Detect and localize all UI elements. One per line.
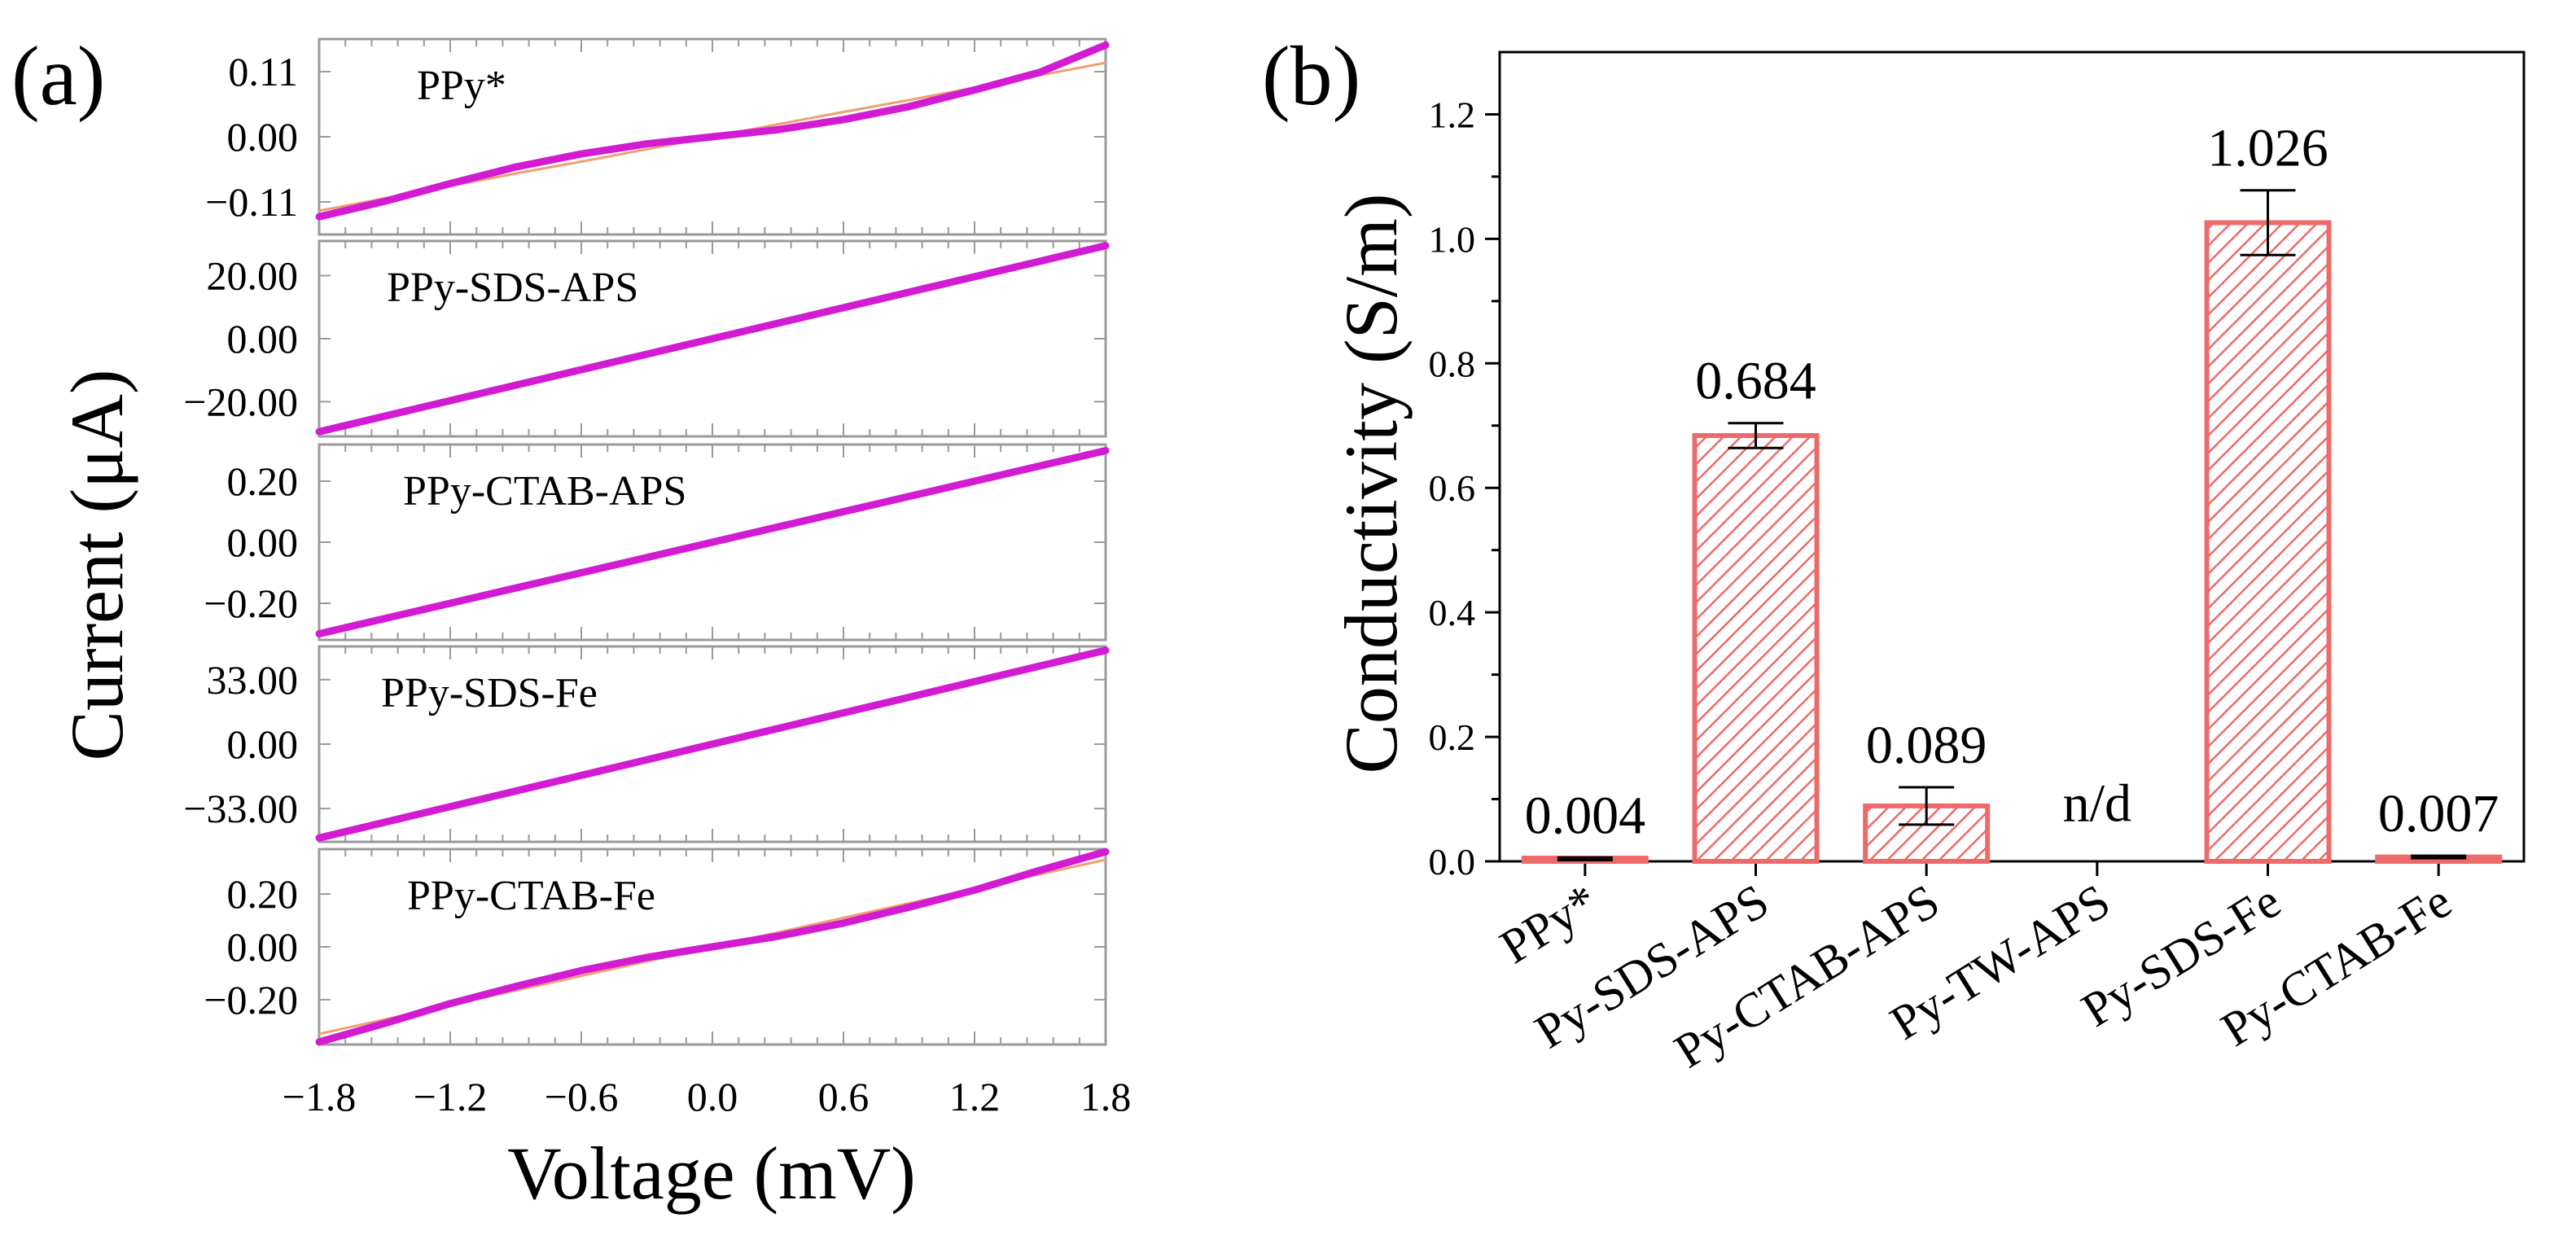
a-y-tick-label: 20.00 — [207, 253, 299, 299]
a-sample-label: PPy-CTAB-Fe — [407, 873, 655, 919]
a-y-tick-label: −33.00 — [183, 786, 298, 831]
a-subplots: 0.11 0.00 −0.11 PPy* 20.00 0.00 −20.00 PPy-SDS-… — [183, 37, 1110, 1046]
b-y-tick-label: 0.6 — [1429, 467, 1476, 509]
b-plot-frame — [1498, 50, 2526, 863]
a-x-axis-title: Voltage (mV) — [507, 1132, 916, 1215]
a-y-tick-label: 0.00 — [227, 316, 299, 361]
panel-a-iv-curves: (a) 0.11 0.00 −0.11 PPy* 20.00 0.00 −20.00 PPy-… — [11, 29, 1131, 1215]
panel-a-tag: (a) — [11, 29, 105, 123]
a-subplot-3: 0.20 0.00 −0.20 PPy-CTAB-APS — [204, 443, 1110, 642]
b-y-tick-label: 1.2 — [1429, 94, 1476, 135]
a-y-axis-title: Current (μA) — [55, 369, 138, 760]
a-x-tick-label: 0.0 — [687, 1074, 738, 1119]
a-subplot-2: 20.00 0.00 −20.00 PPy-SDS-APS — [183, 239, 1110, 438]
a-y-tick-label: −0.20 — [204, 977, 298, 1023]
a-subplot-4: 33.00 0.00 −33.00 PPy-SDS-Fe — [183, 645, 1110, 843]
a-x-tick-label: −0.6 — [545, 1074, 619, 1119]
a-y-tick-label: 0.00 — [227, 114, 299, 160]
a-x-tick-label: 1.2 — [949, 1074, 1001, 1119]
b-value-label: 0.684 — [1695, 352, 1816, 411]
a-x-tick-label: −1.8 — [283, 1074, 357, 1119]
a-sample-label: PPy* — [417, 63, 506, 109]
a-x-tick-label: 0.6 — [818, 1074, 870, 1119]
a-y-tick-label: 0.00 — [227, 519, 299, 565]
a-iv-curve — [315, 848, 1110, 1046]
panel-b-tag: (b) — [1262, 29, 1360, 123]
a-sample-label: PPy-CTAB-APS — [403, 468, 686, 515]
a-iv-curve — [315, 447, 1110, 637]
a-y-tick-label: −0.20 — [204, 580, 298, 626]
b-value-label: 0.004 — [1525, 786, 1646, 845]
a-sample-label: PPy-SDS-APS — [387, 265, 638, 311]
a-y-tick-label: 0.20 — [227, 871, 299, 917]
panel-b-conductivity: (b) 0.0 0.2 0.4 0.6 0.8 1.0 1.2 0.004 PPy* 0.684… — [1262, 29, 2526, 1079]
a-iv-curve — [315, 41, 1110, 221]
b-labels: 0.004PPy*0.684Py-SDS-APS0.089Py-CTAB-APS… — [1491, 119, 2499, 1079]
b-value-label: 0.089 — [1866, 716, 1987, 775]
a-sample-label: PPy-SDS-Fe — [381, 670, 598, 716]
a-x-ticks: −1.8 −1.2 −0.6 0.0 0.6 1.2 1.8 — [283, 1074, 1132, 1119]
b-y-tick-label: 0.0 — [1429, 841, 1476, 883]
b-value-label: 1.026 — [2207, 119, 2328, 178]
b-bars — [1521, 189, 2503, 865]
b-y-tick-label: 0.4 — [1429, 592, 1476, 633]
b-bar — [1692, 433, 1820, 864]
a-subplot-1: 0.11 0.00 −0.11 PPy* — [205, 37, 1110, 236]
b-y-axis-title: Conductivity (S/m) — [1330, 194, 1413, 774]
a-x-tick-label: 1.8 — [1080, 1074, 1132, 1119]
a-y-tick-label: 0.00 — [227, 924, 299, 970]
a-iv-curve — [315, 646, 1110, 842]
b-value-label: 0.007 — [2378, 784, 2499, 843]
b-bar — [2204, 220, 2332, 864]
b-y-tick-label: 1.0 — [1429, 218, 1476, 260]
a-y-tick-label: 33.00 — [207, 657, 299, 703]
b-y-tick-label: 0.2 — [1429, 716, 1476, 758]
b-axes: 0.0 0.2 0.4 0.6 0.8 1.0 1.2 — [1429, 50, 2526, 883]
a-y-tick-label: 0.11 — [228, 49, 298, 94]
b-y-tick-label: 0.8 — [1429, 343, 1476, 384]
a-x-tick-label: −1.2 — [414, 1074, 488, 1119]
a-y-tick-label: −0.11 — [205, 179, 298, 225]
a-y-tick-label: 0.20 — [227, 458, 299, 504]
b-category-label: PPy* — [1491, 874, 1606, 974]
b-value-label: n/d — [2063, 773, 2131, 833]
a-y-tick-label: −20.00 — [183, 379, 298, 424]
a-iv-curve — [315, 242, 1110, 436]
a-subplot-5: 0.20 0.00 −0.20 PPy-CTAB-Fe — [204, 848, 1110, 1046]
a-y-tick-label: 0.00 — [227, 721, 299, 767]
